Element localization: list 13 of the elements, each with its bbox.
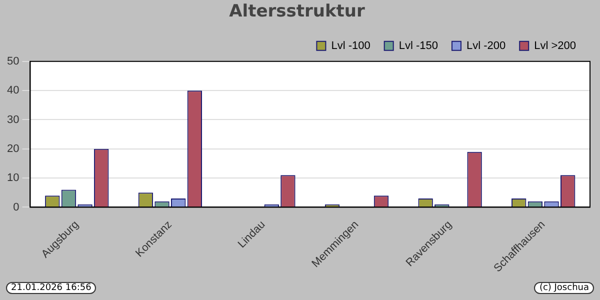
legend-label: Lvl >200 <box>534 40 576 52</box>
y-tick-label: 20 <box>6 142 20 155</box>
y-tick-label: 50 <box>6 55 20 68</box>
y-tick-label: 40 <box>6 84 20 97</box>
text: (c) Joschua <box>534 282 594 294</box>
legend-label: Lvl -100 <box>331 40 370 52</box>
legend-label: Lvl -200 <box>466 40 506 52</box>
legend-label: Lvl -150 <box>398 40 438 52</box>
text: 21.01.2026 16:56 <box>6 282 96 294</box>
y-tick-label: 0 <box>13 201 20 214</box>
chart-title: Altersstruktur <box>229 2 366 22</box>
y-tick-label: 10 <box>6 172 20 184</box>
y-tick-label: 30 <box>6 114 20 126</box>
